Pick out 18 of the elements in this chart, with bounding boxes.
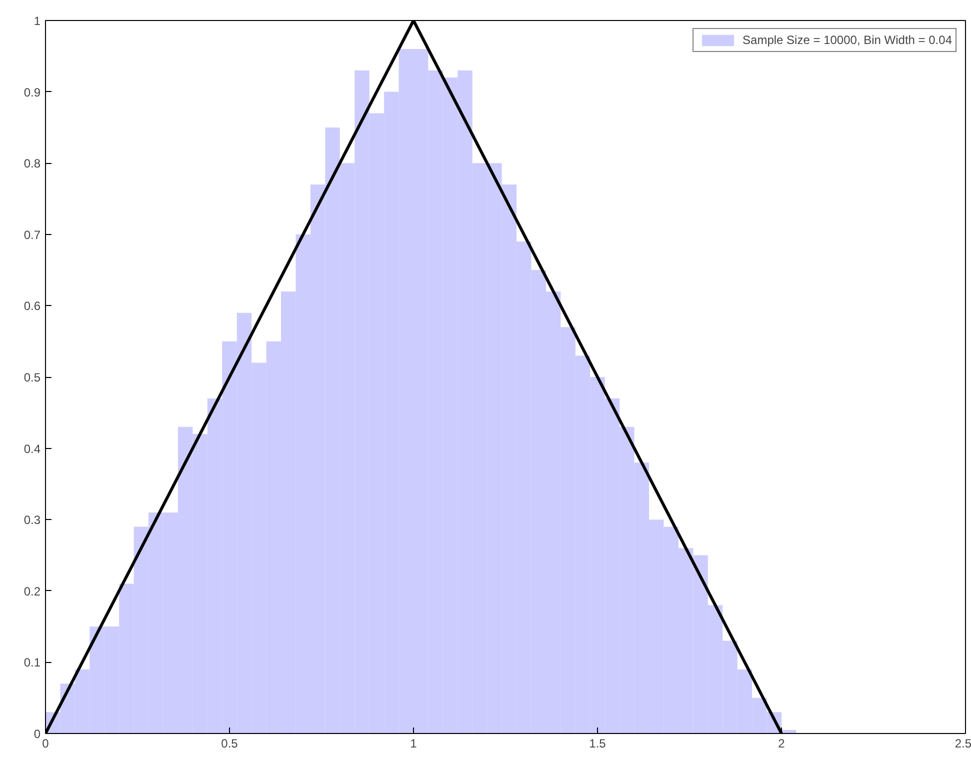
y-tick-label: 0 bbox=[34, 727, 41, 741]
y-tick-label: 0.7 bbox=[24, 228, 41, 242]
y-tick-label: 1 bbox=[34, 14, 41, 28]
y-tick-label: 0.8 bbox=[24, 156, 41, 171]
legend-label: Sample Size = 10000, Bin Width = 0.04 bbox=[742, 33, 952, 47]
y-tick-label: 0.9 bbox=[24, 85, 41, 100]
x-tick-label: 0.5 bbox=[221, 736, 238, 750]
x-tick-label: 1 bbox=[410, 736, 418, 750]
y-tick-label: 0.2 bbox=[24, 584, 41, 598]
x-tick-label: 2 bbox=[778, 736, 786, 750]
y-tick-label: 0.6 bbox=[24, 299, 41, 314]
x-tick-label: 0 bbox=[42, 736, 50, 750]
x-tick-label: 1.5 bbox=[589, 736, 606, 750]
y-tick-label: 0.1 bbox=[24, 656, 41, 670]
y-tick-label: 0.3 bbox=[24, 513, 41, 528]
y-tick-label: 0.5 bbox=[24, 370, 41, 384]
y-tick-label: 0.4 bbox=[24, 442, 41, 456]
x-tick-label: 2.5 bbox=[954, 736, 971, 750]
